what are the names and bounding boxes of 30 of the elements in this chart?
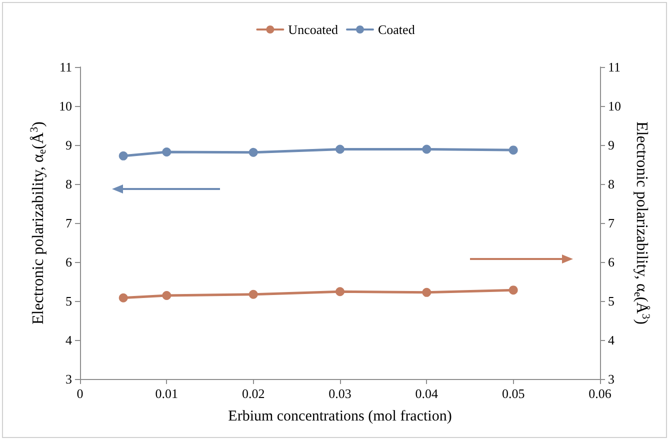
y-tick-label: 6 xyxy=(66,254,72,270)
y2-tick-label: 7 xyxy=(608,216,615,230)
x-tick-label: 0.02 xyxy=(242,386,265,401)
x-tick-label: 0.06 xyxy=(588,386,612,401)
legend-label: Coated xyxy=(378,22,416,37)
y2-tick-label: 4 xyxy=(608,332,615,348)
y-tick-label: 9 xyxy=(66,138,72,152)
x-tick-label: 0.04 xyxy=(415,386,439,401)
y-tick-label: 10 xyxy=(59,98,72,114)
legend-label: Uncoated xyxy=(288,22,338,37)
x-tick-label: 0.03 xyxy=(328,386,352,401)
y-tick-label: 5 xyxy=(66,294,72,308)
y-tick-label: 7 xyxy=(66,216,72,230)
y2-tick-label: 8 xyxy=(608,176,614,192)
y-tick-label: 4 xyxy=(66,332,72,348)
y-tick-label: 3 xyxy=(66,372,72,386)
x-tick-label: 0 xyxy=(76,386,84,401)
y2-tick-label: 6 xyxy=(608,254,615,270)
y-tick-label: 11 xyxy=(59,60,72,74)
x-tick-label: 0.05 xyxy=(502,386,525,401)
y-tick-label: 8 xyxy=(66,176,72,192)
x-axis-title: Erbium concentrations (mol fraction) xyxy=(228,408,452,424)
y2-tick-label: 9 xyxy=(608,138,614,152)
y-axis-title: Electronic polarizability, αe(Å3) xyxy=(28,122,48,324)
y2-tick-label: 10 xyxy=(608,98,621,114)
x-tick-label: 0.01 xyxy=(155,386,178,401)
y2-tick-label: 11 xyxy=(608,60,621,74)
y2-axis-title: Electronic polarizability, αe(Å3) xyxy=(632,122,652,324)
y2-tick-label: 5 xyxy=(608,294,614,308)
y2-tick-label: 3 xyxy=(608,372,614,386)
